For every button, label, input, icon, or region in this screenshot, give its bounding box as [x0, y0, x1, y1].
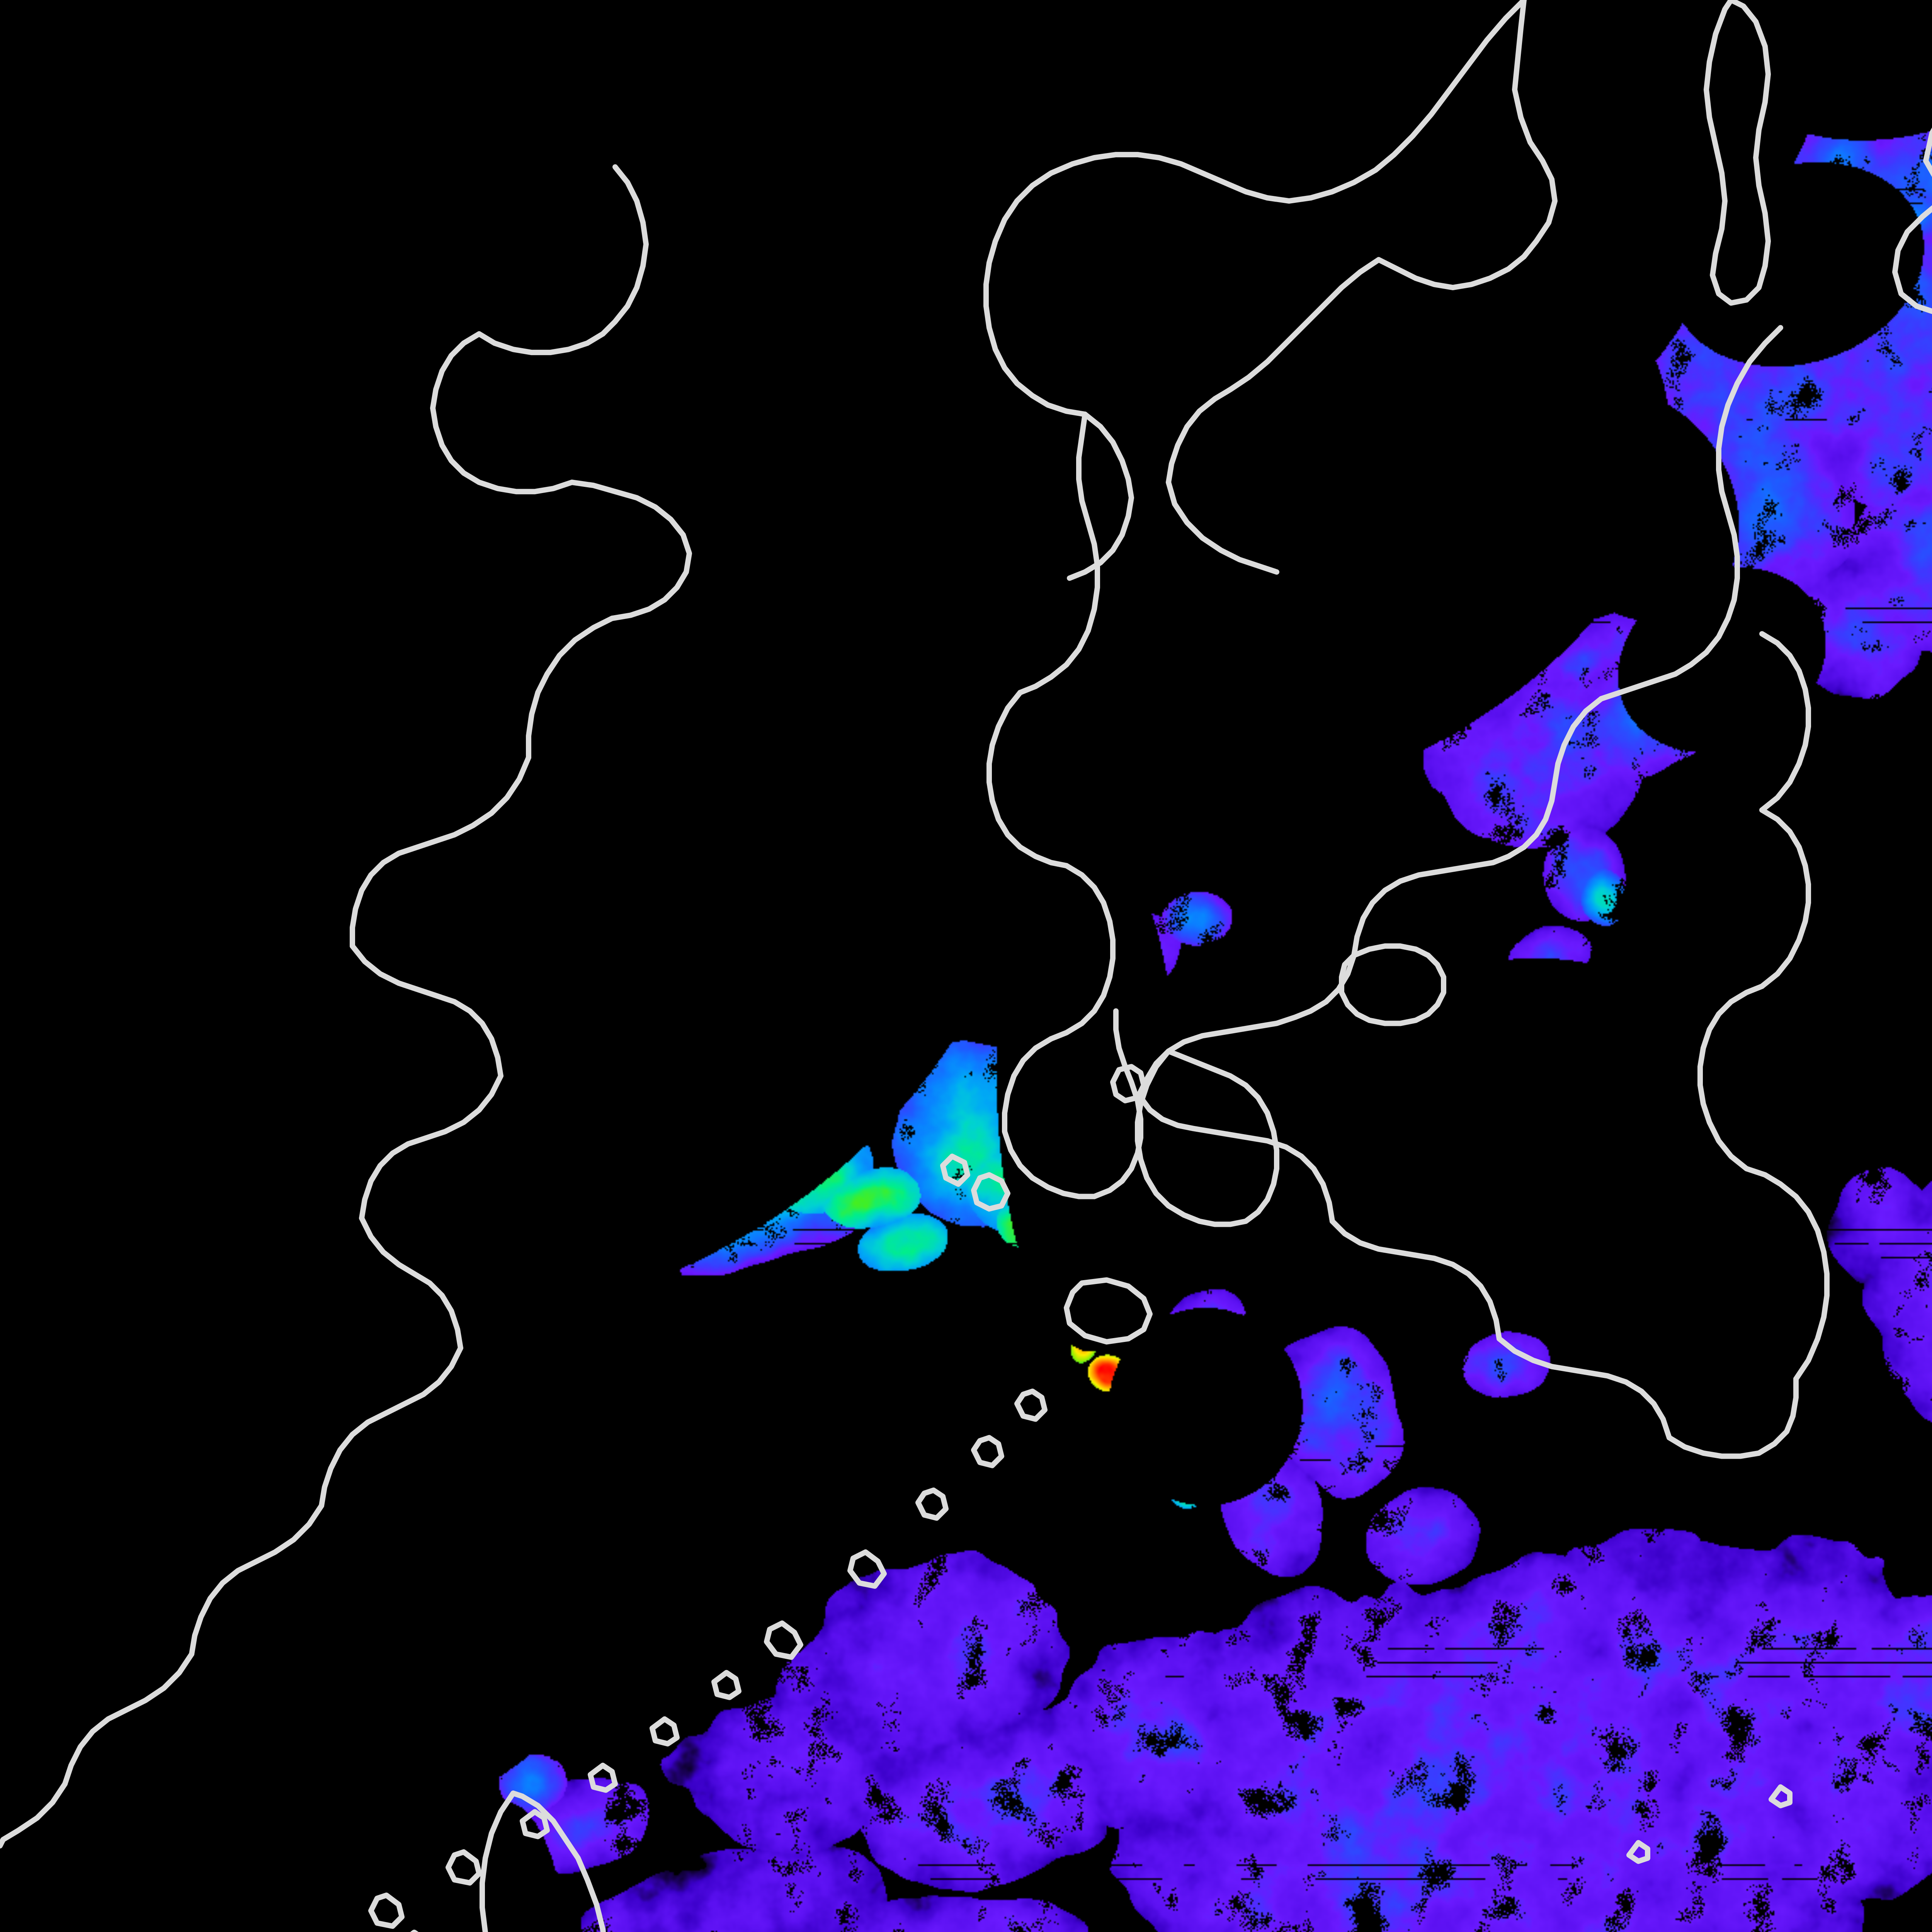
chlorophyll-raster-layer — [0, 0, 1932, 1932]
satellite-map-canvas: Bohai Sea bloom Liaodong Bay patches Boh… — [0, 0, 1932, 1932]
